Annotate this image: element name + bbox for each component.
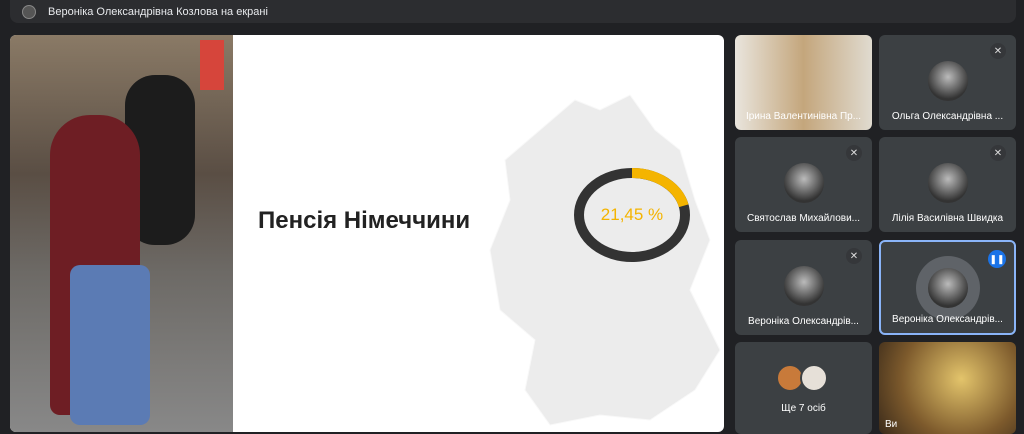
presenter-avatar <box>22 4 36 19</box>
presentation-screen[interactable]: Пенсія Німеччини 21,45 % <box>10 35 724 432</box>
mic-off-icon: ✕ <box>990 145 1006 161</box>
participant-tile-speaking[interactable]: ❚❚ Вероніка Олександрів... <box>879 240 1016 335</box>
avatar <box>783 163 824 203</box>
avatar <box>799 364 828 392</box>
participant-name: Вероніка Олександрів... <box>748 316 859 327</box>
avatar <box>927 61 968 101</box>
participant-name: Ірина Валентинівна Пр... <box>745 111 862 122</box>
avatar <box>775 364 804 392</box>
participant-name: Лілія Василівна Швидка <box>891 213 1004 224</box>
more-participants-label: Ще 7 осіб <box>781 403 826 414</box>
participant-tile[interactable]: ✕ Лілія Василівна Швидка <box>879 137 1016 232</box>
percent-label: 21,45 % <box>600 205 664 224</box>
participant-name: Ви <box>885 419 898 430</box>
participant-name: Святослав Михайлови... <box>746 213 861 224</box>
donut-value-arc <box>631 168 689 208</box>
presenting-banner: Вероніка Олександрівна Козлова на екрані <box>10 0 1016 23</box>
mic-off-icon: ✕ <box>846 145 862 161</box>
avatar <box>783 266 824 306</box>
avatar <box>927 268 968 308</box>
mic-off-icon: ✕ <box>846 248 862 264</box>
audio-level-icon: ❚❚ <box>988 250 1006 268</box>
participant-tile[interactable]: ✕ Святослав Михайлови... <box>735 137 872 232</box>
percent-donut <box>574 168 690 262</box>
mic-off-icon: ✕ <box>990 43 1006 59</box>
self-tile[interactable]: Ви <box>879 342 1016 434</box>
participant-name: Вероніка Олександрів... <box>892 314 1003 325</box>
participant-tile[interactable]: ✕ Ольга Олександрівна ... <box>879 35 1016 130</box>
participant-tile[interactable]: ✕ Вероніка Олександрів... <box>735 240 872 335</box>
participant-name: Ольга Олександрівна ... <box>891 111 1004 122</box>
participant-tile[interactable]: Ірина Валентинівна Пр... <box>735 35 872 130</box>
slide-photo <box>10 35 233 432</box>
slide-title: Пенсія Німеччини <box>258 207 471 234</box>
presenting-text: Вероніка Олександрівна Козлова на екрані <box>48 5 268 18</box>
more-participants-tile[interactable]: Ще 7 осіб <box>735 342 872 434</box>
avatar <box>927 163 968 203</box>
